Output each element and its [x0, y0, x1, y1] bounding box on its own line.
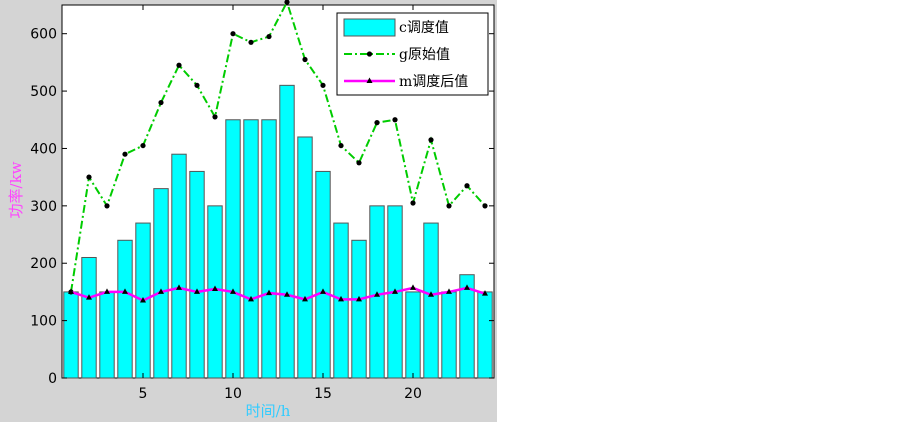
- point-2-13: [284, 291, 290, 297]
- legend-marker-1: [366, 51, 373, 57]
- point-2-7: [176, 284, 182, 290]
- point-1-3: [104, 203, 110, 209]
- point-1-16: [338, 142, 344, 149]
- legend-swatch-0: [343, 18, 396, 37]
- bar-21: [423, 222, 439, 379]
- point-2-20: [410, 284, 416, 290]
- bar-20: [405, 291, 421, 379]
- point-1-21: [428, 137, 434, 143]
- point-2-9: [212, 285, 218, 292]
- legend-label-2: m调度后值: [399, 74, 468, 90]
- point-1-13: [284, 0, 290, 5]
- bar-15: [315, 170, 331, 379]
- point-1-14: [302, 56, 308, 63]
- point-2-21: [428, 291, 434, 297]
- point-1-24: [482, 203, 488, 209]
- x-tick-label-20: 20: [404, 386, 422, 402]
- y-tick-label-500: 500: [30, 84, 57, 100]
- bar-8: [189, 170, 205, 379]
- point-2-2: [86, 294, 92, 300]
- point-2-10: [230, 288, 236, 294]
- point-1-8: [194, 82, 200, 88]
- point-2-8: [194, 288, 200, 294]
- point-1-18: [374, 120, 380, 126]
- point-1-2: [86, 174, 92, 180]
- bar-12: [261, 119, 277, 379]
- point-2-6: [158, 288, 164, 294]
- bar-11: [243, 119, 259, 379]
- bar-10: [225, 119, 241, 379]
- point-2-15: [320, 288, 326, 294]
- x-tick-label-15: 15: [314, 386, 332, 402]
- point-1-6: [158, 99, 164, 106]
- bar-6: [153, 188, 169, 379]
- legend-marker-2: [366, 77, 373, 83]
- chart-svg: 0 100 200 300 400 500 600 5 10 15 20 c调度值 g原始值 m调度后值…: [7, 0, 495, 420]
- point-2-12: [266, 289, 272, 296]
- bar-3: [99, 291, 115, 379]
- point-1-5: [140, 142, 146, 149]
- point-1-23: [464, 183, 470, 189]
- point-1-22: [446, 203, 452, 209]
- bar-9: [207, 205, 223, 379]
- point-1-12: [266, 33, 272, 40]
- series-line-2: [70, 286, 486, 302]
- point-2-14: [302, 295, 308, 302]
- point-2-17: [356, 295, 362, 302]
- point-1-17: [356, 160, 362, 166]
- point-2-23: [464, 284, 470, 290]
- x-axis-label: 时间/h: [246, 402, 291, 420]
- bar-17: [351, 239, 367, 379]
- point-1-7: [176, 62, 182, 68]
- y-tick-label-0: 0: [48, 371, 57, 387]
- point-2-18: [374, 291, 380, 297]
- bar-2: [81, 256, 97, 379]
- point-1-10: [230, 31, 236, 37]
- point-2-3: [104, 288, 110, 294]
- y-tick-label-300: 300: [30, 199, 57, 215]
- y-axis-label: 功率/kw: [7, 161, 25, 218]
- bar-7: [171, 153, 187, 379]
- point-1-15: [320, 82, 326, 88]
- point-2-5: [140, 297, 146, 303]
- point-2-4: [122, 288, 128, 294]
- bar-1: [63, 291, 79, 379]
- point-1-19: [392, 117, 398, 123]
- series-line-1: [70, 0, 486, 293]
- chart-figure: 0 100 200 300 400 500 600 5 10 15 20 c调度值 g原始值 m调度后值…: [0, 0, 497, 422]
- point-2-19: [392, 288, 398, 294]
- point-2-11: [248, 295, 254, 302]
- point-1-20: [410, 200, 416, 206]
- point-2-22: [446, 288, 452, 294]
- point-2-24: [482, 290, 488, 296]
- bar-24: [477, 291, 493, 379]
- point-2-16: [338, 295, 344, 302]
- bar-4: [117, 239, 133, 379]
- bar-13: [279, 84, 295, 379]
- point-1-9: [212, 114, 218, 120]
- bar-14: [297, 136, 313, 379]
- y-tick-label-200: 200: [30, 256, 57, 272]
- y-tick-label-600: 600: [30, 27, 57, 43]
- y-tick-label-100: 100: [30, 314, 57, 330]
- x-tick-label-5: 5: [139, 386, 148, 402]
- legend-label-0: c调度值: [399, 20, 449, 36]
- legend-label-1: g原始值: [399, 47, 450, 63]
- x-tick-label-10: 10: [224, 386, 242, 402]
- bar-23: [459, 274, 475, 379]
- point-1-11: [248, 39, 254, 45]
- bar-22: [441, 291, 457, 379]
- point-1-4: [122, 151, 128, 157]
- y-tick-label-400: 400: [30, 141, 57, 157]
- point-2-1: [68, 288, 74, 294]
